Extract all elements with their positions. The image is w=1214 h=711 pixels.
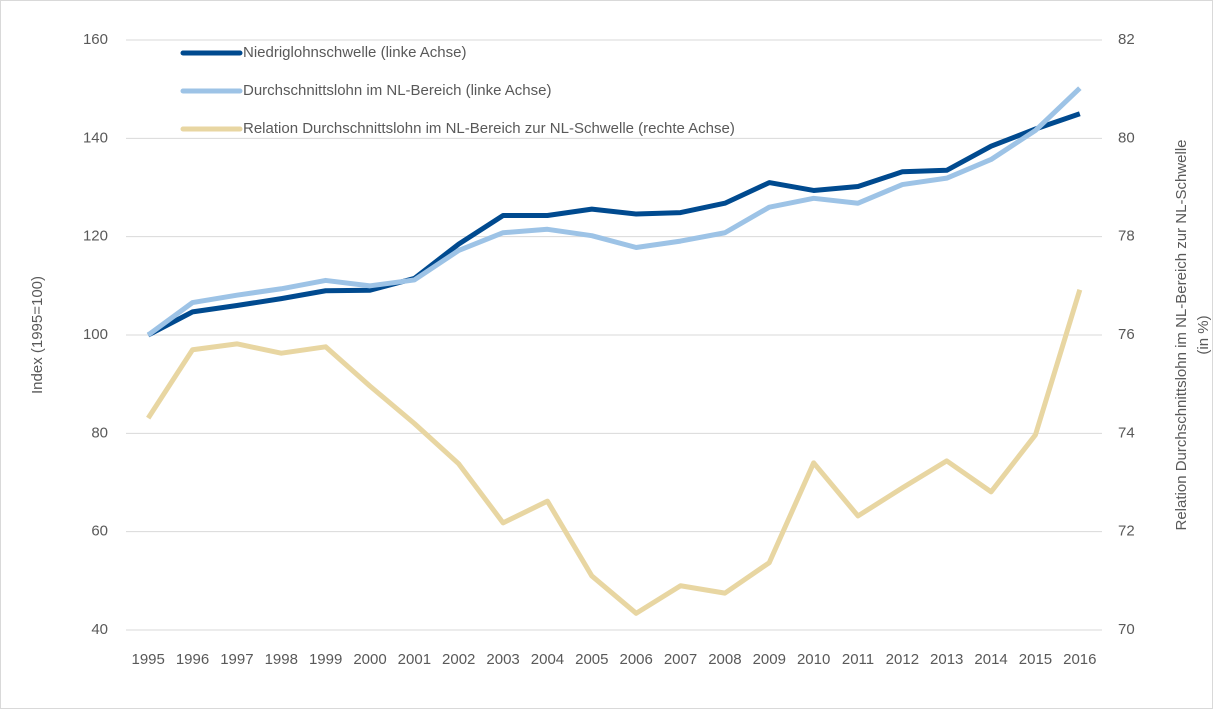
- y2-axis-title: Relation Durchschnittslohn im NL-Bereich…: [1173, 140, 1190, 531]
- x-tick-label: 2005: [575, 651, 608, 668]
- x-tick-label: 2013: [930, 651, 963, 668]
- y2-tick-label: 74: [1118, 424, 1135, 441]
- y-tick-label: 100: [83, 326, 108, 343]
- x-tick-label: 2007: [664, 651, 697, 668]
- x-tick-label: 1999: [309, 651, 342, 668]
- y2-tick-label: 78: [1118, 228, 1135, 245]
- x-tick-label: 2008: [708, 651, 741, 668]
- x-tick-label: 2014: [974, 651, 1007, 668]
- x-tick-label: 2011: [842, 651, 874, 668]
- y-tick-label: 80: [91, 424, 108, 441]
- x-tick-label: 2009: [753, 651, 786, 668]
- x-tick-label: 2015: [1019, 651, 1052, 668]
- x-tick-label: 2012: [886, 651, 919, 668]
- x-tick-label: 2000: [353, 651, 386, 668]
- y2-axis-title: (in %): [1195, 315, 1212, 354]
- legend-label: Niedriglohnschwelle (linke Achse): [243, 44, 466, 61]
- y-axis-title: Index (1995=100): [29, 276, 46, 394]
- x-tick-label: 2016: [1063, 651, 1096, 668]
- y-tick-label: 160: [83, 31, 108, 48]
- x-tick-label: 1995: [131, 651, 164, 668]
- x-tick-label: 1997: [220, 651, 253, 668]
- y-tick-label: 120: [83, 228, 108, 245]
- y2-tick-label: 72: [1118, 523, 1135, 540]
- legend-label: Relation Durchschnittslohn im NL-Bereich…: [243, 120, 735, 137]
- x-tick-label: 2006: [619, 651, 652, 668]
- y-tick-label: 40: [91, 621, 108, 638]
- y2-tick-label: 82: [1118, 31, 1135, 48]
- x-tick-label: 2010: [797, 651, 830, 668]
- data-line: [146, 289, 1083, 616]
- data-line: [147, 111, 1081, 338]
- legend-label: Durchschnittslohn im NL-Bereich (linke A…: [243, 82, 551, 99]
- y-tick-label: 60: [91, 523, 108, 540]
- y-tick-label: 140: [83, 129, 108, 146]
- data-line: [146, 86, 1082, 338]
- y2-tick-label: 76: [1118, 326, 1135, 343]
- x-tick-label: 1996: [176, 651, 209, 668]
- x-tick-label: 2002: [442, 651, 475, 668]
- x-tick-label: 2001: [398, 651, 431, 668]
- x-tick-label: 1998: [265, 651, 298, 668]
- y2-tick-label: 70: [1118, 621, 1135, 638]
- x-tick-label: 2003: [486, 651, 519, 668]
- y2-tick-label: 80: [1118, 129, 1135, 146]
- x-tick-label: 2004: [531, 651, 564, 668]
